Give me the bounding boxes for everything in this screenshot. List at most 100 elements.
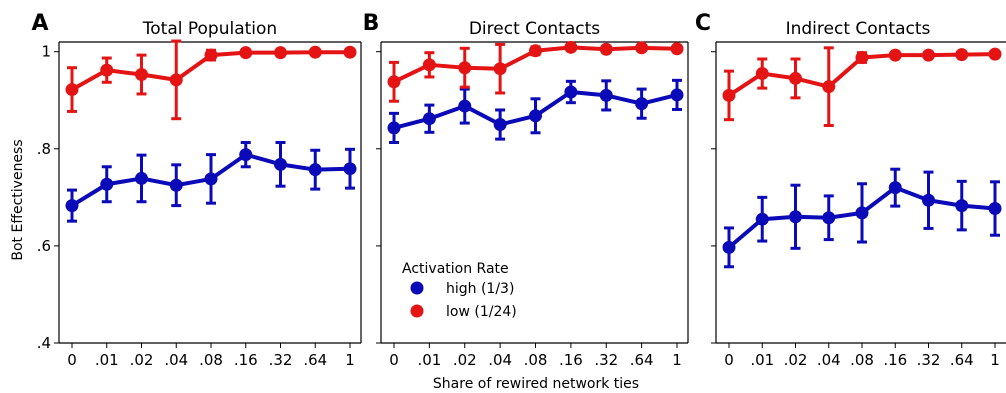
- data-point: [635, 41, 649, 55]
- data-point: [308, 163, 322, 177]
- data-point: [204, 172, 218, 186]
- data-point: [422, 58, 436, 72]
- legend-entry: low (1/24): [446, 304, 517, 320]
- panel-letter: B: [363, 11, 380, 36]
- x-tick-label: 0: [724, 351, 734, 369]
- data-point: [789, 210, 802, 224]
- x-tick-label: .32: [917, 351, 941, 369]
- x-tick-label: 0: [67, 351, 77, 369]
- data-point: [670, 42, 684, 56]
- data-point: [100, 63, 114, 77]
- x-tick-label: .04: [488, 351, 512, 369]
- data-point: [100, 177, 114, 191]
- data-point: [888, 181, 902, 195]
- legend-marker: [410, 304, 424, 318]
- data-point: [755, 212, 769, 226]
- x-tick-label: .02: [784, 351, 808, 369]
- series-low: [65, 39, 357, 121]
- x-tick-label: .08: [850, 351, 874, 369]
- legend-title: Activation Rate: [402, 261, 509, 277]
- x-tick-label: .64: [630, 351, 654, 369]
- x-tick-label: .02: [453, 351, 477, 369]
- data-point: [635, 97, 649, 111]
- data-point: [955, 48, 969, 62]
- data-point: [274, 157, 287, 171]
- panel-letter: A: [31, 11, 48, 36]
- data-point: [135, 68, 148, 82]
- x-tick-label: 1: [990, 351, 1000, 369]
- panel-letter: C: [695, 11, 711, 36]
- legend-marker: [410, 281, 424, 295]
- data-point: [564, 85, 578, 99]
- x-tick-label: 1: [672, 351, 682, 369]
- series-low: [722, 46, 1002, 128]
- legend: Activation Rate high (1/3) low (1/24): [402, 261, 517, 320]
- x-tick-label: .64: [950, 351, 974, 369]
- data-point: [65, 83, 79, 97]
- data-point: [529, 44, 542, 58]
- panel-a: .4 .6 .8 1 0 .01 .02 .04 .08 .16 .32 .64 1 Total Popu…: [31, 11, 362, 369]
- data-point: [855, 206, 869, 220]
- y-tick-label: 1: [41, 43, 51, 61]
- data-point: [308, 45, 322, 59]
- x-axis-label: Share of rewired network ties: [433, 376, 639, 392]
- data-point: [722, 240, 736, 254]
- data-point: [599, 42, 613, 56]
- x-tick-label: .01: [417, 351, 441, 369]
- data-point: [169, 73, 183, 87]
- data-point: [789, 71, 802, 85]
- x-tick-label: .01: [750, 351, 774, 369]
- data-point: [955, 199, 969, 213]
- x-tick-label: .04: [164, 351, 188, 369]
- x-tick-label: .16: [883, 351, 907, 369]
- data-point: [169, 178, 183, 192]
- data-point: [922, 193, 935, 207]
- series-high: [722, 167, 1002, 269]
- x-tick-label: .08: [199, 351, 223, 369]
- data-point: [343, 45, 357, 59]
- series-high: [387, 78, 684, 144]
- data-point: [922, 48, 935, 62]
- x-tick-label: .08: [524, 351, 548, 369]
- x-tick-label: .32: [594, 351, 618, 369]
- y-tick-label: .4: [37, 334, 51, 352]
- data-point: [988, 47, 1002, 61]
- data-point: [135, 171, 148, 185]
- series-high: [65, 140, 357, 223]
- x-tick-label: 1: [345, 351, 355, 369]
- data-point: [274, 46, 287, 60]
- data-point: [204, 48, 218, 62]
- data-point: [65, 199, 79, 213]
- data-point: [343, 162, 357, 176]
- x-tick-label: .64: [303, 351, 327, 369]
- panel-title: Direct Contacts: [469, 19, 600, 39]
- x-tick-label: .04: [817, 351, 841, 369]
- data-point: [670, 88, 684, 102]
- data-point: [822, 211, 836, 225]
- y-tick-label: .8: [37, 140, 51, 158]
- panel-title: Total Population: [142, 19, 277, 39]
- data-point: [888, 48, 902, 62]
- x-tick-label: .02: [130, 351, 154, 369]
- panel-title: Indirect Contacts: [786, 19, 931, 39]
- data-point: [855, 51, 869, 65]
- data-point: [422, 112, 436, 126]
- data-point: [458, 99, 472, 113]
- x-tick-label: 0: [389, 351, 399, 369]
- data-point: [722, 88, 736, 102]
- x-tick-label: .32: [269, 351, 293, 369]
- data-point: [529, 109, 542, 123]
- panel-b: 0 .01 .02 .04 .08 .16 .32 .64 1 Direct Contacts B A…: [363, 11, 689, 369]
- data-point: [988, 202, 1002, 216]
- data-point: [822, 80, 836, 94]
- data-point: [564, 40, 578, 54]
- data-point: [387, 75, 401, 89]
- panel-c: 0 .01 .02 .04 .08 .16 .32 .64 1 Indirect Contacts…: [695, 11, 1006, 369]
- data-point: [755, 67, 769, 81]
- data-point: [387, 121, 401, 135]
- legend-entry: high (1/3): [446, 281, 514, 297]
- data-point: [599, 88, 613, 102]
- data-point: [493, 62, 507, 76]
- x-tick-label: .01: [95, 351, 119, 369]
- series-low: [387, 40, 684, 103]
